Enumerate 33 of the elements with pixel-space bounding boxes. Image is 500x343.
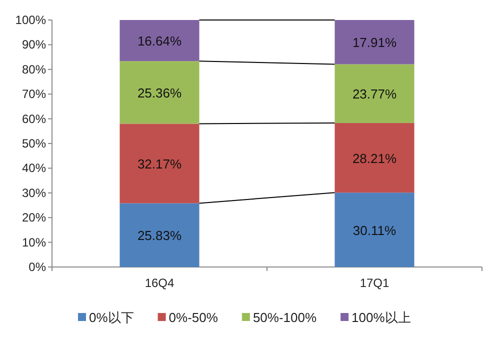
y-tick-label: 80%	[22, 62, 46, 76]
data-label: 25.83%	[137, 228, 182, 244]
y-tick-label: 30%	[22, 186, 46, 200]
x-tick-label: 16Q4	[144, 276, 174, 290]
y-tick-label: 60%	[22, 112, 46, 126]
data-label: 16.64%	[137, 34, 182, 49]
y-tick-label: 20%	[22, 210, 46, 225]
legend-label: 50%-100%	[252, 310, 317, 325]
bar	[334, 64, 414, 123]
data-label: 23.77%	[352, 86, 397, 102]
data-label: 30.11%	[352, 222, 396, 238]
y-tick-label: 70%	[22, 87, 46, 102]
bar	[120, 203, 200, 267]
legend-label: 100%以上	[352, 310, 411, 325]
data-label: 17.91%	[352, 35, 397, 50]
y-tick-label: 90%	[22, 38, 46, 52]
data-label: 25.36%	[137, 85, 182, 100]
data-label: 28.21%	[352, 150, 397, 166]
x-tick-label: 17Q1	[360, 276, 390, 290]
y-tick-label: 50%	[22, 136, 46, 150]
bar	[334, 192, 414, 267]
y-tick-label: 0%	[28, 260, 46, 274]
legend-label: 0%-50%	[168, 310, 218, 325]
bar	[334, 20, 414, 64]
bar	[120, 124, 200, 204]
data-label: 32.17%	[137, 156, 182, 172]
y-tick-label: 40%	[22, 161, 46, 176]
y-tick-label: 10%	[22, 235, 46, 250]
bar	[120, 61, 200, 124]
legend-label: 0%以下	[89, 310, 134, 325]
bar	[334, 122, 414, 193]
y-tick-label: 100%	[15, 13, 46, 27]
bar	[120, 20, 200, 62]
